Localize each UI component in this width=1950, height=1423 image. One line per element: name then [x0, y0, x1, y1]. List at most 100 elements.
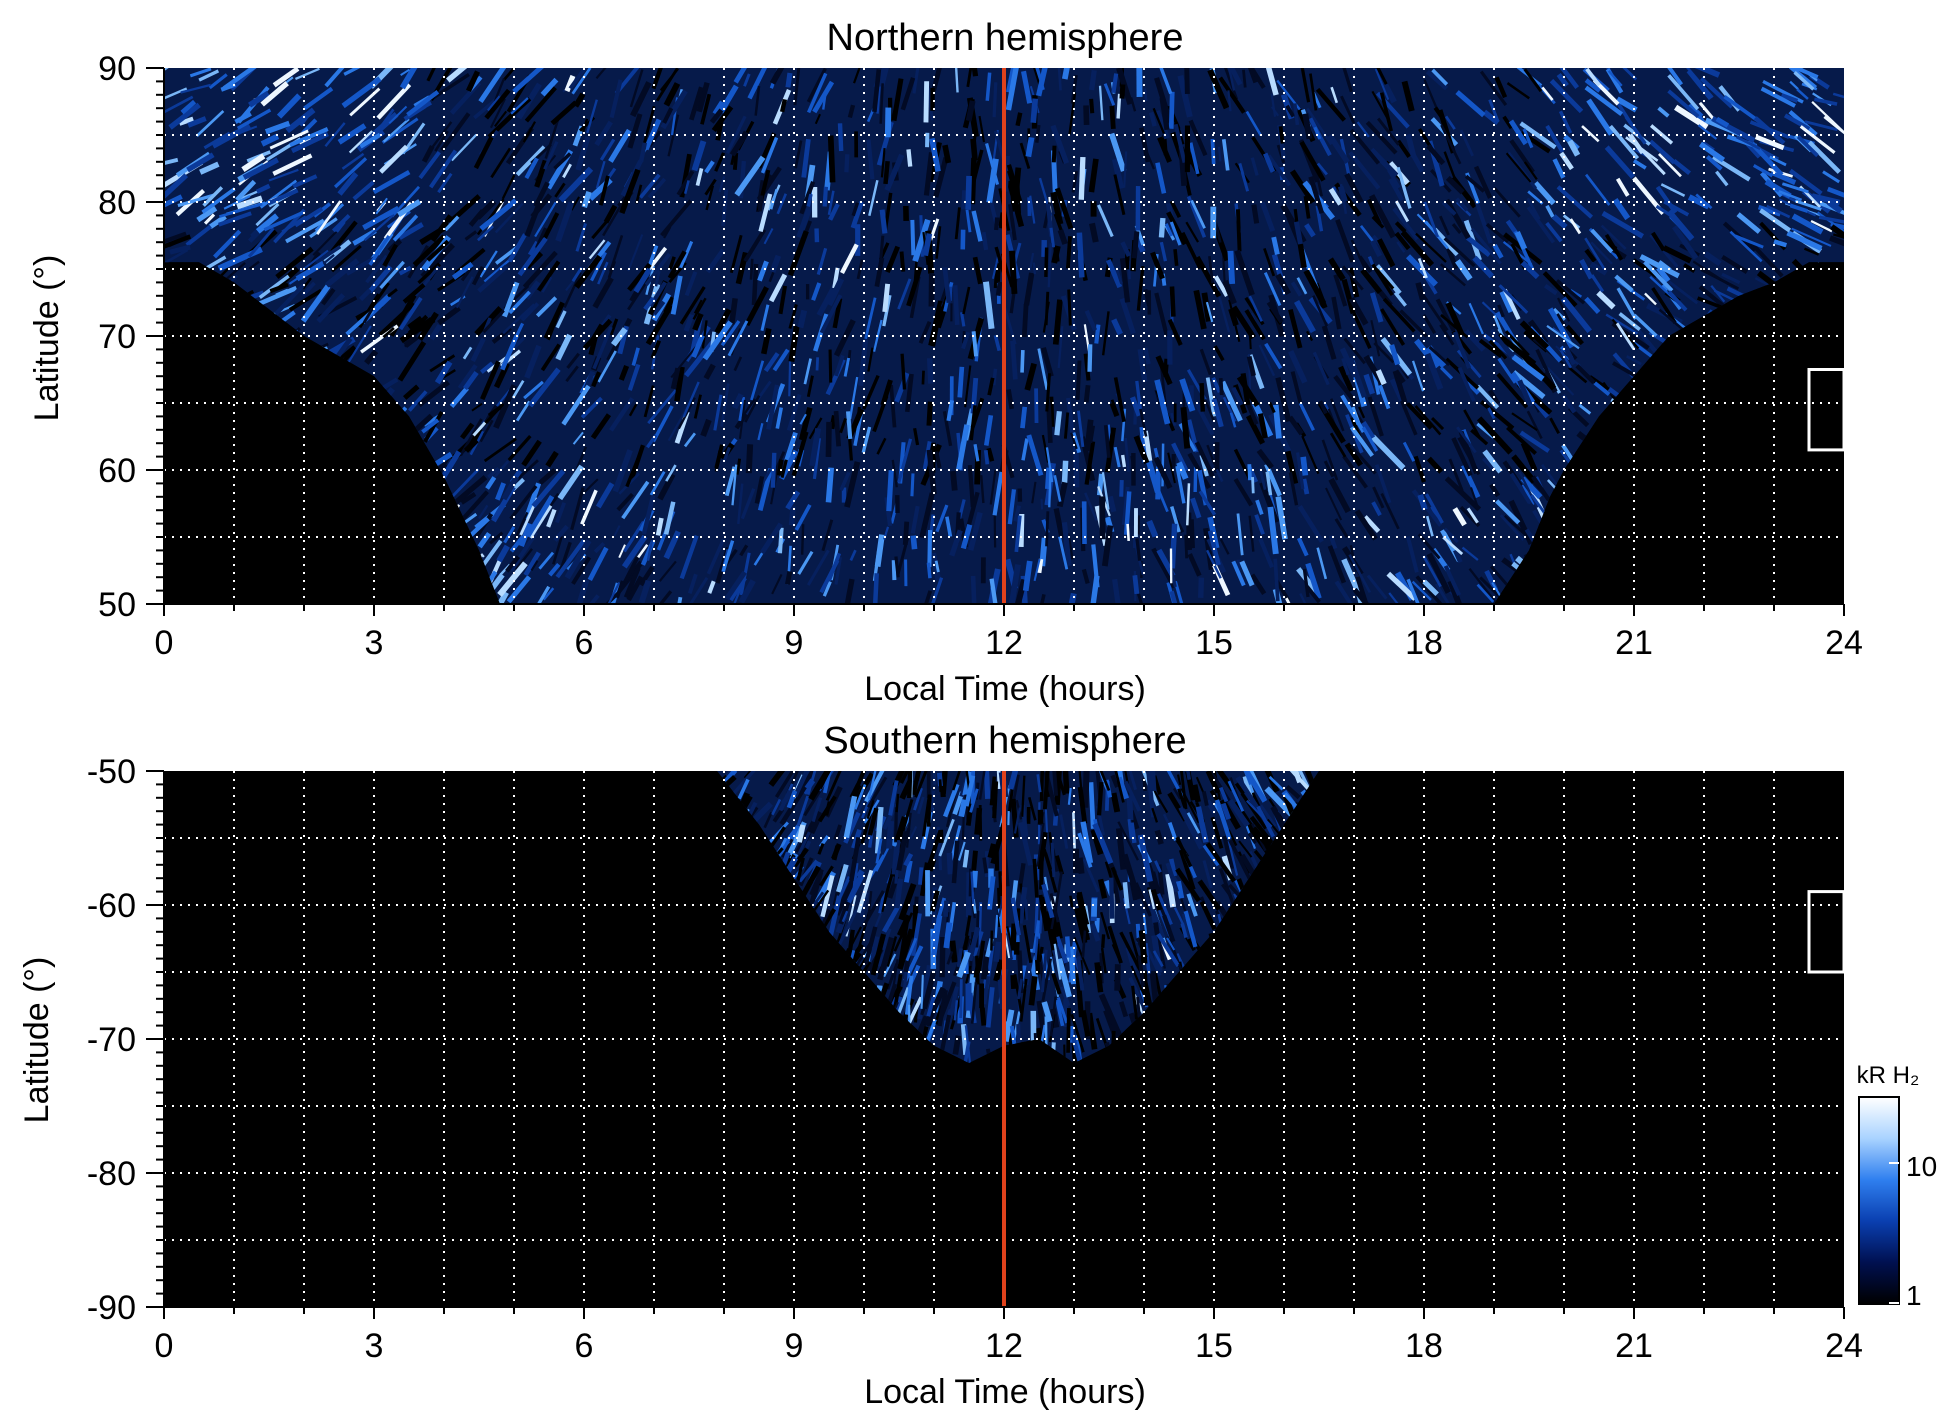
emission-streak — [1425, 515, 1434, 537]
emission-streak — [821, 519, 834, 552]
emission-streak — [754, 475, 765, 504]
emission-streak — [379, 144, 409, 174]
emission-streak — [646, 434, 658, 449]
emission-streak — [1569, 218, 1582, 235]
emission-streak — [1186, 419, 1200, 453]
emission-streak — [482, 402, 505, 427]
emission-streak — [979, 1007, 987, 1026]
emission-streak — [687, 573, 698, 594]
emission-streak — [1103, 83, 1116, 106]
emission-streak — [968, 511, 983, 551]
emission-streak — [1780, 93, 1799, 103]
emission-streak — [1268, 401, 1276, 414]
emission-streak — [796, 795, 810, 827]
colorbar-scale — [1858, 1096, 1900, 1305]
emission-streak — [1075, 972, 1084, 1018]
emission-streak — [1120, 241, 1131, 257]
emission-streak — [581, 190, 592, 209]
emission-streak — [1360, 421, 1376, 440]
emission-streak — [1327, 134, 1350, 164]
emission-streak — [1143, 347, 1151, 365]
emission-streak — [1400, 230, 1435, 267]
emission-streak — [1321, 325, 1337, 360]
emission-streak — [978, 115, 986, 143]
emission-streak — [364, 349, 379, 365]
emission-streak — [592, 326, 613, 370]
emission-streak — [531, 469, 566, 508]
y-tick-label: -60 — [87, 887, 136, 925]
emission-streak — [989, 470, 997, 505]
emission-streak — [1601, 210, 1644, 239]
emission-streak — [724, 570, 747, 601]
emission-streak — [911, 905, 919, 938]
emission-streak — [744, 286, 769, 327]
emission-streak — [926, 996, 936, 1017]
x-tick-label: 15 — [1195, 1327, 1233, 1365]
emission-streak — [1175, 465, 1186, 504]
emission-streak — [769, 68, 786, 85]
emission-streak — [750, 360, 765, 401]
emission-streak — [1753, 116, 1786, 145]
emission-streak — [1250, 157, 1259, 176]
emission-streak — [527, 367, 561, 408]
emission-streak — [618, 544, 626, 559]
emission-streak — [1088, 158, 1099, 193]
emission-streak — [403, 334, 419, 348]
emission-streak — [1049, 227, 1056, 248]
emission-streak — [1251, 204, 1260, 224]
emission-streak — [655, 517, 664, 536]
emission-streak — [593, 541, 606, 554]
emission-streak — [1658, 308, 1685, 332]
emission-streak — [663, 296, 675, 314]
emission-streak — [1666, 209, 1695, 241]
emission-streak — [904, 860, 913, 883]
emission-streak — [1081, 930, 1087, 958]
emission-streak — [1778, 190, 1803, 202]
emission-streak — [768, 273, 788, 303]
emission-streak — [1796, 88, 1809, 100]
emission-streak — [1309, 73, 1318, 111]
emission-streak — [552, 535, 564, 565]
emission-streak — [472, 421, 487, 437]
y-tick-label: 70 — [98, 318, 136, 356]
emission-streak — [1770, 170, 1797, 185]
emission-streak — [1113, 377, 1126, 423]
emission-streak — [597, 350, 617, 383]
emission-streak — [792, 771, 811, 798]
panel-title: Northern hemisphere — [827, 17, 1184, 59]
emission-streak — [1221, 139, 1230, 171]
emission-streak — [763, 228, 774, 245]
emission-streak — [1186, 812, 1201, 834]
emission-streak — [511, 379, 525, 399]
emission-streak — [1340, 95, 1356, 124]
emission-streak — [692, 297, 707, 320]
emission-streak — [679, 286, 706, 325]
emission-streak — [1186, 195, 1207, 238]
emission-streak — [989, 776, 997, 806]
emission-streak — [1766, 204, 1791, 219]
emission-streak — [898, 799, 914, 842]
emission-streak — [778, 285, 787, 315]
emission-streak — [1084, 441, 1096, 485]
emission-streak — [1245, 110, 1262, 137]
emission-streak — [1441, 200, 1457, 216]
emission-streak — [1078, 156, 1086, 200]
emission-streak — [1378, 384, 1391, 410]
emission-streak — [544, 119, 560, 159]
emission-streak — [1060, 986, 1071, 1007]
emission-streak — [582, 118, 589, 133]
emission-streak — [1180, 922, 1188, 939]
emission-streak — [1037, 348, 1049, 391]
emission-streak — [1299, 592, 1310, 604]
emission-streak — [670, 344, 699, 379]
emission-streak — [700, 418, 712, 437]
emission-streak — [1016, 978, 1024, 1000]
emission-streak — [896, 830, 909, 871]
emission-streak — [964, 775, 976, 807]
emission-streak — [992, 82, 998, 118]
emission-streak — [942, 267, 952, 304]
emission-streak — [382, 118, 410, 143]
emission-streak — [1476, 583, 1495, 603]
emission-streak — [1388, 592, 1400, 604]
emission-streak — [1264, 342, 1283, 370]
